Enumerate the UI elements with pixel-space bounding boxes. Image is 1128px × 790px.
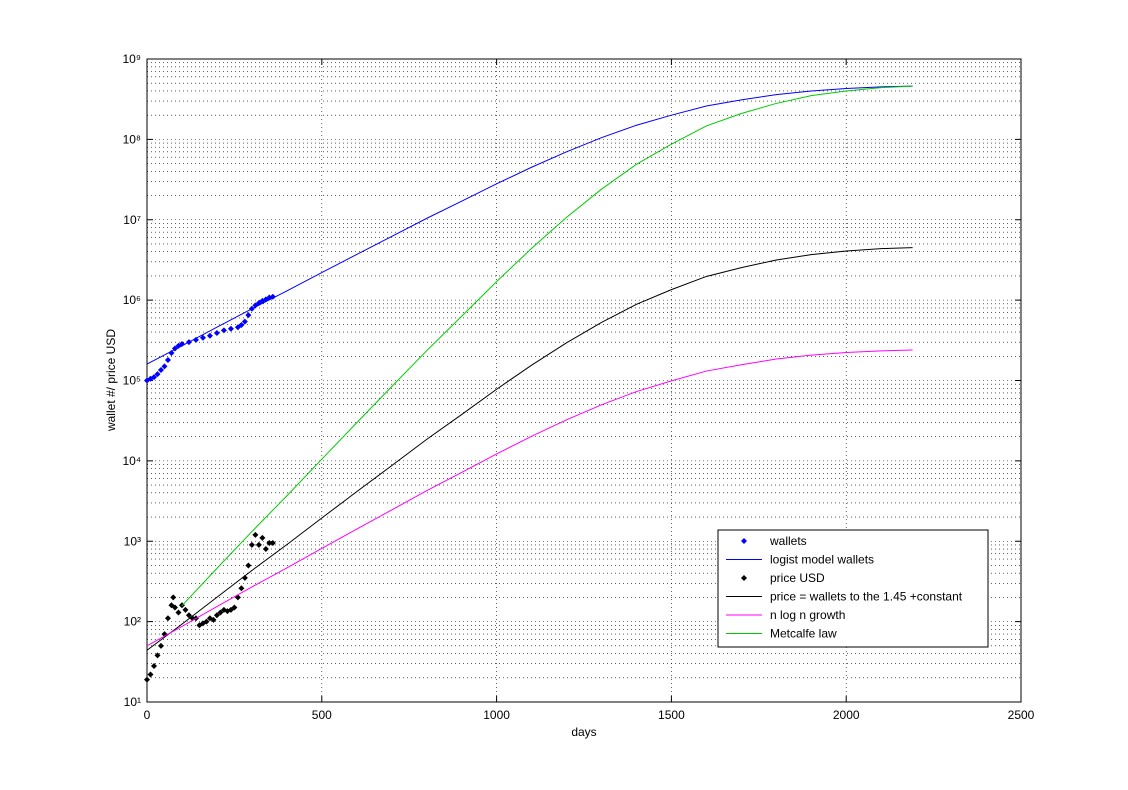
data-point — [252, 531, 259, 538]
y-axis-label: wallet #/ price USD — [104, 329, 118, 432]
y-tick-label: 10⁵ — [123, 374, 141, 388]
legend-swatch — [741, 575, 747, 581]
x-axis-label: days — [571, 725, 596, 739]
legend-label: wallets — [769, 534, 807, 548]
data-point — [248, 541, 255, 548]
legend-label: n log n growth — [770, 608, 845, 622]
y-tick-label: 10⁶ — [123, 293, 141, 307]
legend-swatch — [741, 538, 747, 544]
data-point — [171, 604, 178, 611]
data-point — [199, 334, 206, 341]
data-point — [255, 541, 262, 548]
y-tick-label: 10⁹ — [123, 52, 142, 66]
data-point — [213, 612, 220, 619]
y-tick-label: 10⁴ — [122, 454, 141, 468]
data-point — [238, 322, 245, 329]
legend-label: Metcalfe law — [770, 627, 837, 641]
data-point — [144, 676, 150, 683]
data-point — [245, 312, 252, 319]
data-point — [231, 604, 238, 611]
data-point — [220, 327, 227, 334]
x-tick-label: 2000 — [833, 708, 860, 722]
data-point — [147, 671, 154, 678]
y-tick-label: 10⁷ — [123, 213, 141, 227]
data-point — [175, 609, 182, 616]
series-line — [146, 247, 913, 651]
data-point — [150, 663, 157, 670]
data-point — [269, 540, 276, 547]
x-tick-label: 1500 — [658, 708, 685, 722]
series-line — [181, 85, 913, 607]
legend-label: price = wallets to the 1.45 +constant — [770, 590, 963, 604]
y-tick-label: 10¹ — [124, 695, 141, 709]
data-point — [157, 367, 164, 374]
data-point — [154, 371, 161, 378]
data-point — [245, 562, 252, 569]
data-point — [206, 332, 213, 339]
data-point — [262, 546, 269, 553]
data-point — [217, 609, 224, 616]
y-tick-label: 10³ — [124, 534, 141, 548]
series-line — [146, 85, 913, 365]
data-point — [164, 356, 171, 363]
data-point — [185, 612, 192, 619]
legend-box — [717, 529, 989, 648]
data-point — [161, 363, 168, 370]
x-tick-label: 0 — [144, 708, 151, 722]
data-point — [227, 325, 234, 332]
data-point — [168, 349, 175, 356]
legend-label: logist model wallets — [770, 553, 874, 567]
x-tick-label: 500 — [312, 708, 332, 722]
data-point — [182, 606, 189, 613]
series-line — [146, 349, 913, 647]
data-point — [213, 329, 220, 336]
data-point — [259, 534, 266, 541]
data-point — [269, 293, 276, 300]
data-point — [157, 642, 164, 649]
legend-label: price USD — [770, 571, 825, 585]
data-point — [192, 336, 199, 343]
data-point — [266, 540, 273, 547]
data-point — [238, 585, 245, 592]
data-point — [241, 318, 248, 325]
data-point — [154, 652, 161, 659]
x-tick-label: 2500 — [1008, 708, 1035, 722]
data-point — [170, 594, 177, 601]
data-point — [203, 618, 210, 625]
data-point — [150, 374, 157, 381]
y-tick-label: 10⁸ — [123, 132, 141, 146]
data-point — [210, 616, 217, 623]
y-tick-label: 10² — [124, 615, 141, 629]
data-point — [164, 615, 171, 622]
x-tick-label: 1000 — [483, 708, 510, 722]
